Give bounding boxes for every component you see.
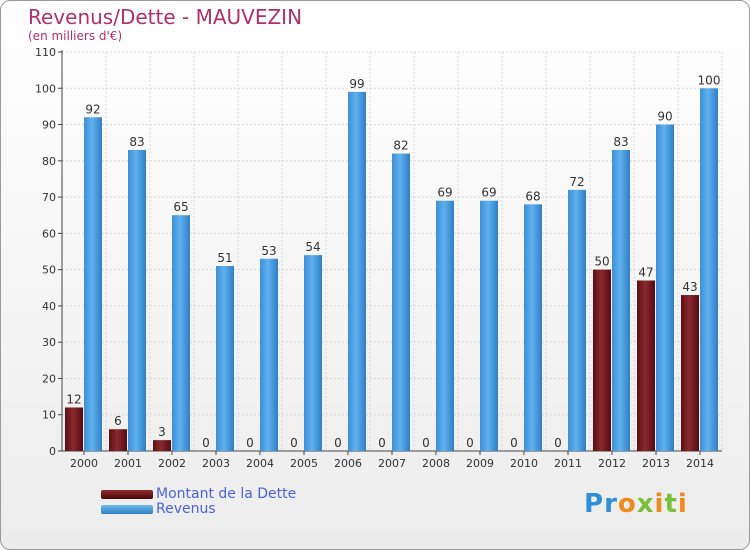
- data-label-revenus-2001: 83: [129, 135, 144, 149]
- data-label-debt-2009: 0: [466, 436, 474, 450]
- data-label-revenus-2011: 72: [569, 175, 584, 189]
- x-tick-label: 2000: [70, 457, 98, 470]
- bar-revenus-2002: [172, 215, 190, 451]
- data-label-debt-2014: 43: [682, 280, 697, 294]
- logo-letter: P: [584, 489, 605, 519]
- data-label-revenus-2004: 53: [261, 244, 276, 258]
- bar-revenus-2007: [392, 153, 410, 451]
- labels-layer: 0102030405060708090100110129220006832001…: [35, 46, 720, 470]
- logo-letter: i: [654, 489, 665, 519]
- chart-subtitle: (en milliers d'€): [28, 29, 123, 43]
- bar-revenus-2001: [128, 149, 146, 451]
- x-tick-label: 2012: [598, 457, 626, 470]
- bar-debt-2014: [681, 295, 699, 451]
- data-label-revenus-2000: 92: [85, 102, 100, 116]
- data-label-revenus-2007: 82: [393, 139, 408, 153]
- data-label-revenus-2013: 90: [657, 110, 672, 124]
- bar-revenus-2008: [436, 200, 454, 451]
- bar-revenus-2010: [524, 204, 542, 451]
- y-tick-label: 90: [42, 119, 56, 132]
- bar-debt-2001: [109, 429, 127, 451]
- x-tick-label: 2011: [554, 457, 582, 470]
- data-label-debt-2012: 50: [594, 255, 609, 269]
- y-tick-label: 20: [42, 372, 56, 385]
- chart-title: Revenus/Dette - MAUVEZIN: [28, 5, 303, 29]
- x-tick-label: 2001: [114, 457, 142, 470]
- data-label-debt-2002: 3: [158, 425, 166, 439]
- data-label-revenus-2002: 65: [173, 200, 188, 214]
- data-label-debt-2005: 0: [290, 436, 298, 450]
- data-label-debt-2000: 12: [66, 392, 81, 406]
- data-label-debt-2010: 0: [510, 436, 518, 450]
- y-tick-label: 10: [42, 409, 56, 422]
- y-tick-label: 60: [42, 227, 56, 240]
- x-tick-label: 2009: [466, 457, 494, 470]
- data-label-revenus-2006: 99: [349, 77, 364, 91]
- data-label-debt-2007: 0: [378, 436, 386, 450]
- logo-letter: x: [636, 489, 655, 519]
- bar-revenus-2005: [304, 255, 322, 451]
- logo-letter: r: [604, 489, 618, 519]
- data-label-revenus-2012: 83: [613, 135, 628, 149]
- bar-revenus-2009: [480, 200, 498, 451]
- bar-debt-2002: [153, 440, 171, 451]
- y-tick-label: 50: [42, 264, 56, 277]
- logo-letter: t: [664, 489, 678, 519]
- y-tick-label: 30: [42, 336, 56, 349]
- data-label-revenus-2008: 69: [437, 186, 452, 200]
- bar-revenus-2013: [656, 124, 674, 451]
- y-tick-label: 80: [42, 155, 56, 168]
- x-tick-label: 2008: [422, 457, 450, 470]
- legend-swatch-debt: [101, 490, 153, 499]
- y-tick-label: 110: [35, 46, 56, 59]
- data-label-revenus-2010: 68: [525, 189, 540, 203]
- bar-debt-2000: [65, 407, 83, 451]
- y-tick-label: 100: [35, 82, 56, 95]
- x-tick-label: 2004: [246, 457, 274, 470]
- data-label-revenus-2014: 100: [698, 73, 721, 87]
- y-tick-label: 40: [42, 300, 56, 313]
- bars-layer: [65, 88, 718, 452]
- bar-revenus-2012: [612, 149, 630, 451]
- y-tick-label: 0: [49, 445, 56, 458]
- bar-revenus-2004: [260, 258, 278, 451]
- bar-revenus-2011: [568, 189, 586, 451]
- x-tick-label: 2003: [202, 457, 230, 470]
- data-label-revenus-2009: 69: [481, 186, 496, 200]
- data-label-revenus-2005: 54: [305, 240, 320, 254]
- data-label-debt-2013: 47: [638, 266, 653, 280]
- bar-revenus-2000: [84, 117, 102, 452]
- data-label-debt-2006: 0: [334, 436, 342, 450]
- logo-letter: i: [677, 489, 688, 519]
- x-tick-label: 2007: [378, 457, 406, 470]
- data-label-debt-2008: 0: [422, 436, 430, 450]
- bar-debt-2012: [593, 269, 611, 451]
- logo-letter: o: [617, 489, 637, 519]
- bar-revenus-2003: [216, 266, 234, 451]
- legend-swatch-revenus: [101, 505, 153, 514]
- y-tick-label: 70: [42, 191, 56, 204]
- x-tick-label: 2006: [334, 457, 362, 470]
- data-label-debt-2011: 0: [554, 436, 562, 450]
- x-tick-label: 2005: [290, 457, 318, 470]
- data-label-debt-2003: 0: [202, 436, 210, 450]
- legend-label-revenus: Revenus: [156, 501, 216, 517]
- data-label-debt-2004: 0: [246, 436, 254, 450]
- data-label-debt-2001: 6: [114, 414, 122, 428]
- bar-debt-2013: [637, 280, 655, 451]
- bar-revenus-2014: [700, 88, 718, 451]
- x-tick-label: 2014: [686, 457, 714, 470]
- proxiti-logo: Proxiti: [584, 489, 688, 519]
- x-tick-label: 2013: [642, 457, 670, 470]
- x-tick-label: 2002: [158, 457, 186, 470]
- bar-revenus-2006: [348, 91, 366, 452]
- x-tick-label: 2010: [510, 457, 538, 470]
- data-label-revenus-2003: 51: [217, 251, 232, 265]
- legend-label-debt: Montant de la Dette: [156, 486, 297, 502]
